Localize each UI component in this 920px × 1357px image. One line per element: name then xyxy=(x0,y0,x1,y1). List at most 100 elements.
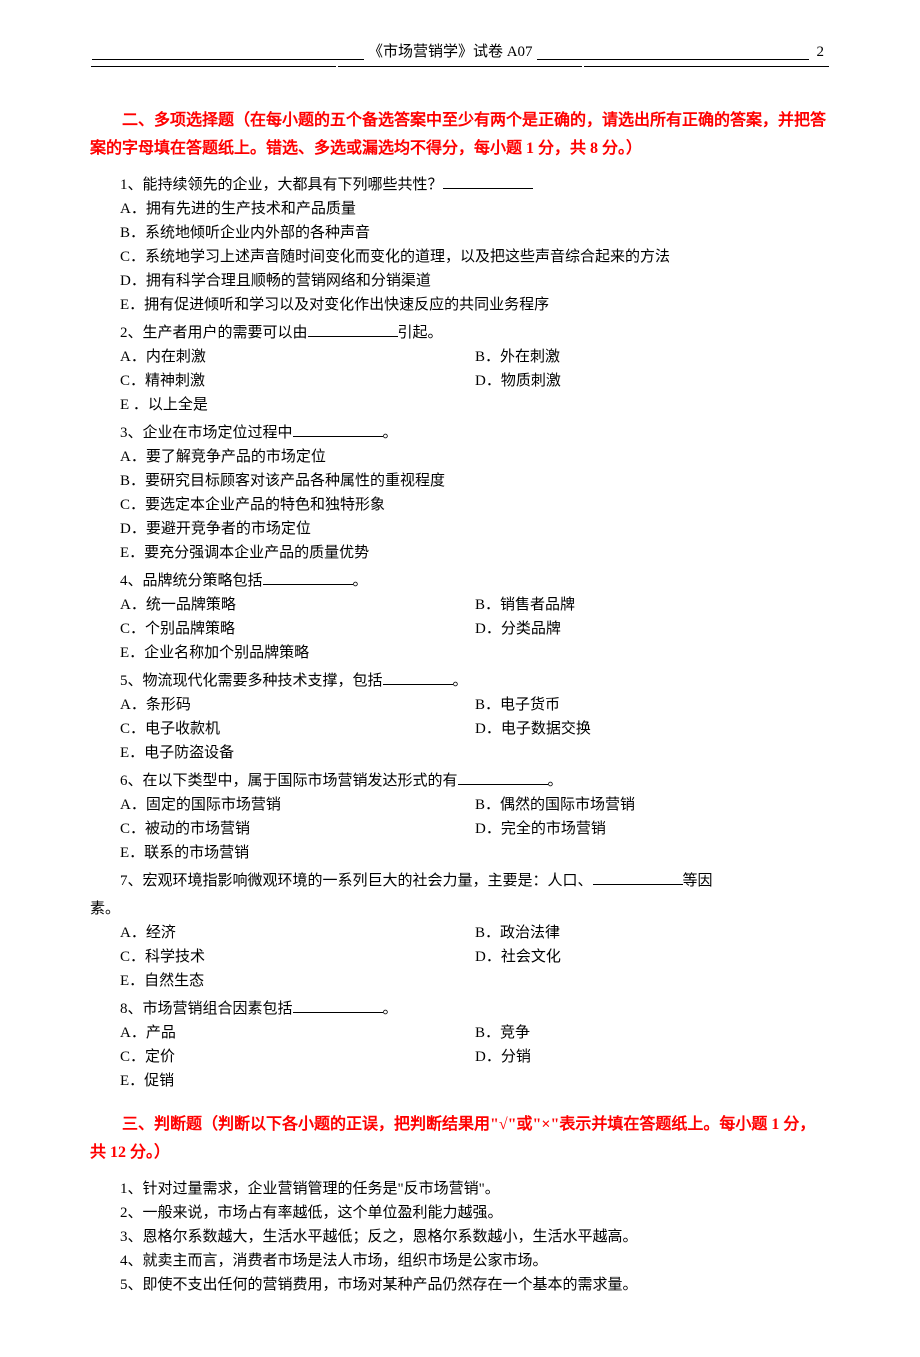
header-underline-seg xyxy=(91,66,336,67)
q3-stem: 3、企业在市场定位过程中 。 xyxy=(120,421,830,445)
q5-option-e: E．电子防盗设备 xyxy=(120,741,830,765)
q8-stem-pre: 8、市场营销组合因素包括 xyxy=(120,1001,293,1017)
q8-option-a: A．产品 xyxy=(120,1021,475,1045)
q3-options: A．要了解竞争产品的市场定位 B．要研究目标顾客对该产品各种属性的重视程度 C．… xyxy=(120,445,830,565)
tf-item-4: 4、就卖主而言，消费者市场是法人市场，组织市场是公家市场。 xyxy=(90,1249,830,1273)
q7-stem: 7、宏观环境指影响微观环境的一系列巨大的社会力量，主要是：人口、 等因 xyxy=(120,869,830,893)
question-6: 6、在以下类型中，属于国际市场营销发达形式的有 。 A．固定的国际市场营销 B．偶… xyxy=(90,769,830,865)
header-underline-seg xyxy=(338,66,583,67)
q6-stem: 6、在以下类型中，属于国际市场营销发达形式的有 。 xyxy=(120,769,830,793)
q2-blank xyxy=(308,322,398,337)
header-title: 《市场营销学》试卷 A07 xyxy=(364,40,537,64)
tf-item-3: 3、恩格尔系数越大，生活水平越低；反之，恩格尔系数越小，生活水平越高。 xyxy=(90,1225,830,1249)
q5-stem: 5、物流现代化需要多种技术支撑，包括 。 xyxy=(120,669,830,693)
header-underline-seg xyxy=(584,66,829,67)
q5-option-d: D．电子数据交换 xyxy=(475,717,830,741)
question-3: 3、企业在市场定位过程中 。 A．要了解竞争产品的市场定位 B．要研究目标顾客对该… xyxy=(90,421,830,565)
question-1: 1、能持续领先的企业，大都具有下列哪些共性？ A．拥有先进的生产技术和产品质量 … xyxy=(90,173,830,317)
q1-option-e: E．拥有促进倾听和学习以及对变化作出快速反应的共同业务程序 xyxy=(120,293,830,317)
q6-option-c: C．被动的市场营销 xyxy=(120,817,475,841)
question-5: 5、物流现代化需要多种技术支撑，包括 。 A．条形码 B．电子货币 C．电子收款机… xyxy=(90,669,830,765)
q1-option-a: A．拥有先进的生产技术和产品质量 xyxy=(120,197,830,221)
q3-option-a: A．要了解竞争产品的市场定位 xyxy=(120,445,830,469)
q1-option-c: C．系统地学习上述声音随时间变化而变化的道理，以及把这些声音综合起来的方法 xyxy=(120,245,830,269)
q2-option-a: A．内在刺激 xyxy=(120,345,475,369)
q7-stem-post: 等因 xyxy=(683,873,713,889)
q5-stem-post: 。 xyxy=(453,673,468,689)
q2-option-b: B．外在刺激 xyxy=(475,345,830,369)
q2-option-c: C．精神刺激 xyxy=(120,369,475,393)
q3-blank xyxy=(293,422,383,437)
q4-option-e: E．企业名称加个别品牌策略 xyxy=(120,641,830,665)
q5-option-c: C．电子收款机 xyxy=(120,717,475,741)
q4-option-d: D．分类品牌 xyxy=(475,617,830,641)
q7-stem-tail: 素。 xyxy=(90,897,830,921)
q8-option-b: B．竞争 xyxy=(475,1021,830,1045)
q8-stem: 8、市场营销组合因素包括 。 xyxy=(120,997,830,1021)
q4-stem-post: 。 xyxy=(353,573,368,589)
q8-option-e: E．促销 xyxy=(120,1069,830,1093)
page-header: 《市场营销学》试卷 A07 2 xyxy=(90,40,830,66)
q1-stem-text: 1、能持续领先的企业，大都具有下列哪些共性？ xyxy=(120,177,443,193)
page: 《市场营销学》试卷 A07 2 二、多项选择题（在每小题的五个备选答案中至少有两… xyxy=(0,0,920,1357)
q3-stem-post: 。 xyxy=(383,425,398,441)
q4-stem-pre: 4、品牌统分策略包括 xyxy=(120,573,263,589)
section-2-heading: 二、多项选择题（在每小题的五个备选答案中至少有两个是正确的，请选出所有正确的答案… xyxy=(90,107,830,163)
q8-options: A．产品 B．竞争 C．定价 D．分销 E．促销 xyxy=(120,1021,830,1093)
header-rule-right xyxy=(537,59,809,60)
q5-option-b: B．电子货币 xyxy=(475,693,830,717)
q5-stem-pre: 5、物流现代化需要多种技术支撑，包括 xyxy=(120,673,383,689)
q6-options: A．固定的国际市场营销 B．偶然的国际市场营销 C．被动的市场营销 D．完全的市… xyxy=(120,793,830,865)
header-underline xyxy=(90,66,830,67)
q3-option-d: D．要避开竞争者的市场定位 xyxy=(120,517,830,541)
q5-blank xyxy=(383,670,453,685)
question-2: 2、生产者用户的需要可以由 引起。 A．内在刺激 B．外在刺激 C．精神刺激 D．… xyxy=(90,321,830,417)
header-page-number: 2 xyxy=(809,40,829,64)
q7-option-e: E．自然生态 xyxy=(120,969,830,993)
tf-item-2: 2、一般来说，市场占有率越低，这个单位盈利能力越强。 xyxy=(90,1201,830,1225)
section-3-heading: 三、判断题（判断以下各小题的正误，把判断结果用"√"或"×"表示并填在答题纸上。… xyxy=(90,1111,830,1167)
tf-item-5: 5、即使不支出任何的营销费用，市场对某种产品仍然存在一个基本的需求量。 xyxy=(90,1273,830,1297)
q2-options: A．内在刺激 B．外在刺激 C．精神刺激 D．物质刺激 E ．以上全是 xyxy=(120,345,830,417)
q7-option-d: D．社会文化 xyxy=(475,945,830,969)
q3-option-e: E．要充分强调本企业产品的质量优势 xyxy=(120,541,830,565)
q8-blank xyxy=(293,998,383,1013)
q5-options: A．条形码 B．电子货币 C．电子收款机 D．电子数据交换 E．电子防盗设备 xyxy=(120,693,830,765)
q2-option-e: E ．以上全是 xyxy=(120,393,830,417)
q7-option-b: B．政治法律 xyxy=(475,921,830,945)
q8-stem-post: 。 xyxy=(383,1001,398,1017)
header-rule-left xyxy=(92,59,364,60)
q4-option-c: C．个别品牌策略 xyxy=(120,617,475,641)
q7-option-a: A．经济 xyxy=(120,921,475,945)
q2-option-d: D．物质刺激 xyxy=(475,369,830,393)
q4-option-a: A．统一品牌策略 xyxy=(120,593,475,617)
q7-options-wrap: A．经济 B．政治法律 C．科学技术 D．社会文化 E．自然生态 xyxy=(90,921,830,993)
q1-option-d: D．拥有科学合理且顺畅的营销网络和分销渠道 xyxy=(120,269,830,293)
question-7: 7、宏观环境指影响微观环境的一系列巨大的社会力量，主要是：人口、 等因 xyxy=(90,869,830,893)
q1-option-b: B．系统地倾听企业内外部的各种声音 xyxy=(120,221,830,245)
q4-stem: 4、品牌统分策略包括 。 xyxy=(120,569,830,593)
q2-stem-pre: 2、生产者用户的需要可以由 xyxy=(120,325,308,341)
q5-option-a: A．条形码 xyxy=(120,693,475,717)
question-8: 8、市场营销组合因素包括 。 A．产品 B．竞争 C．定价 D．分销 E．促销 xyxy=(90,997,830,1093)
q6-blank xyxy=(458,770,548,785)
q2-stem: 2、生产者用户的需要可以由 引起。 xyxy=(120,321,830,345)
q6-stem-post: 。 xyxy=(548,773,563,789)
question-4: 4、品牌统分策略包括。 A．统一品牌策略 B．销售者品牌 C．个别品牌策略 D．… xyxy=(90,569,830,665)
q7-options: A．经济 B．政治法律 C．科学技术 D．社会文化 E．自然生态 xyxy=(120,921,830,993)
q7-stem-pre: 7、宏观环境指影响微观环境的一系列巨大的社会力量，主要是：人口、 xyxy=(120,873,593,889)
q3-stem-pre: 3、企业在市场定位过程中 xyxy=(120,425,293,441)
q3-option-b: B．要研究目标顾客对该产品各种属性的重视程度 xyxy=(120,469,830,493)
q7-option-c: C．科学技术 xyxy=(120,945,475,969)
tf-item-1: 1、针对过量需求，企业营销管理的任务是"反市场营销"。 xyxy=(90,1177,830,1201)
q2-stem-post: 引起。 xyxy=(398,325,443,341)
q6-option-a: A．固定的国际市场营销 xyxy=(120,793,475,817)
q1-stem: 1、能持续领先的企业，大都具有下列哪些共性？ xyxy=(120,173,830,197)
q6-option-b: B．偶然的国际市场营销 xyxy=(475,793,830,817)
q8-option-c: C．定价 xyxy=(120,1045,475,1069)
q6-stem-pre: 6、在以下类型中，属于国际市场营销发达形式的有 xyxy=(120,773,458,789)
q3-option-c: C．要选定本企业产品的特色和独特形象 xyxy=(120,493,830,517)
q6-option-e: E．联系的市场营销 xyxy=(120,841,830,865)
q6-option-d: D．完全的市场营销 xyxy=(475,817,830,841)
q7-blank xyxy=(593,870,683,885)
